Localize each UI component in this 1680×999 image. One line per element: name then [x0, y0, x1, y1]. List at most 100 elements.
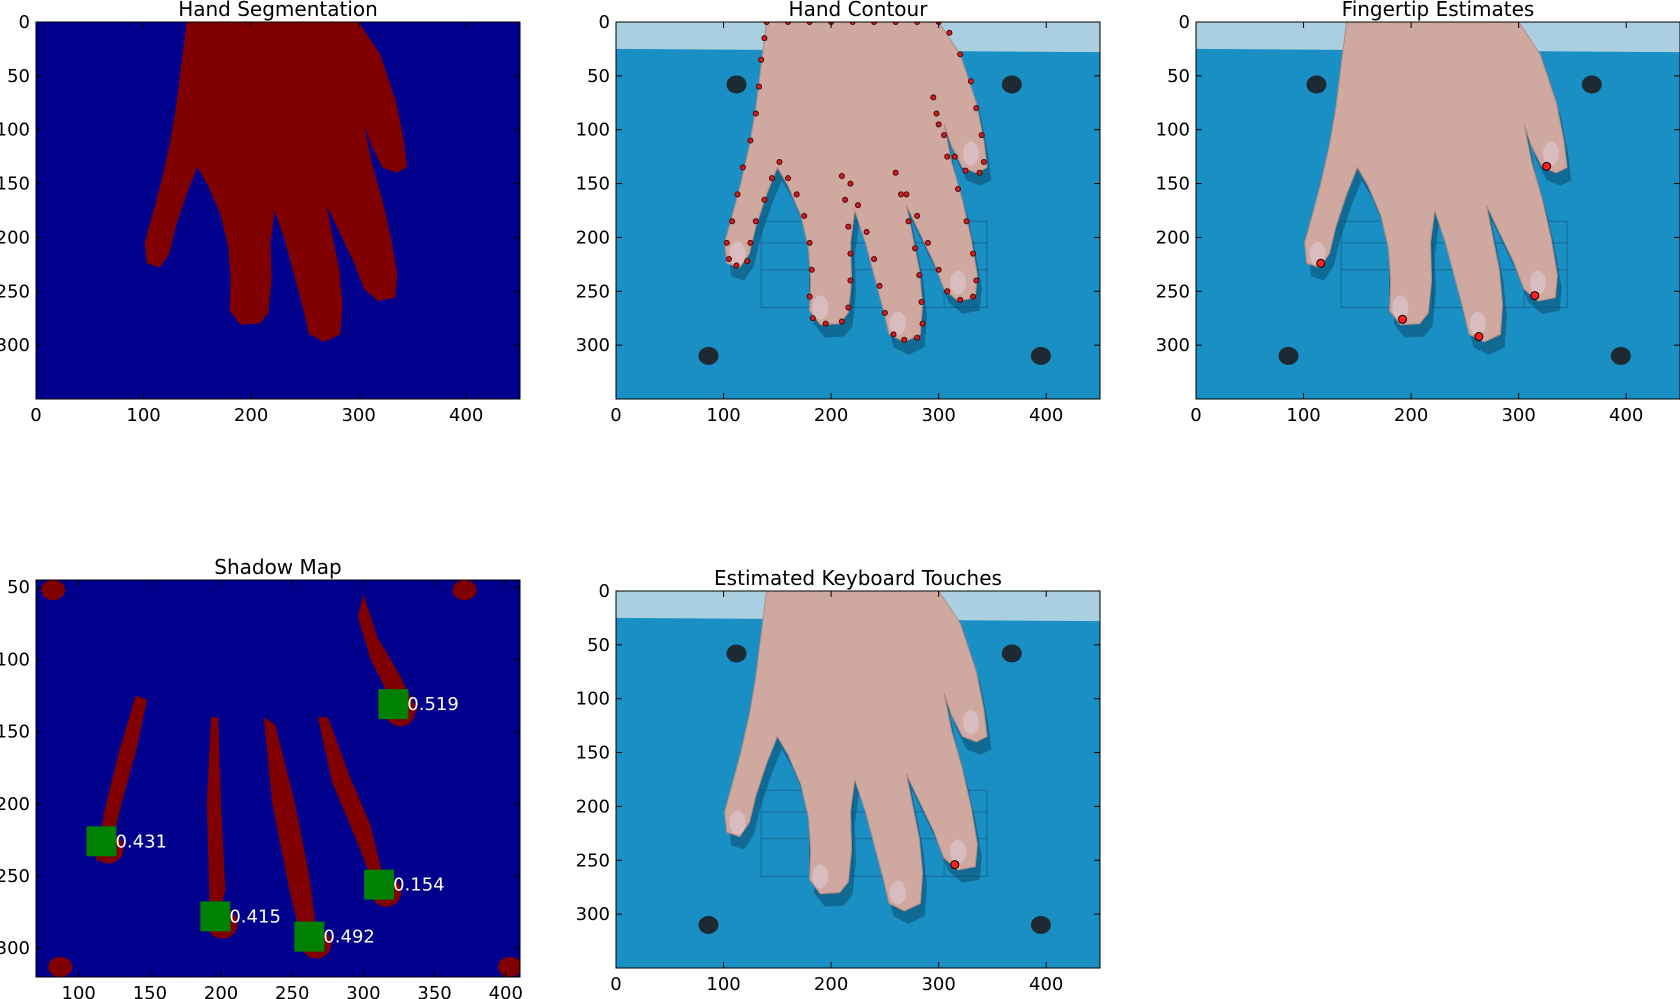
fingernail — [950, 270, 967, 295]
fingernail — [962, 141, 979, 166]
contour-point — [733, 262, 740, 269]
y-tick-label: 250 — [0, 281, 30, 302]
contour-point — [944, 153, 951, 160]
hand-segmentation-axes-frame — [35, 21, 521, 400]
registration-dot — [1030, 346, 1051, 365]
shadow-map-axes-frame — [35, 579, 521, 978]
fingertip-estimates-panel: Fingertip Estimates 0 100 200 300 400 0 50 100 15… — [1156, 0, 1680, 426]
contour-point — [785, 22, 792, 25]
hand — [724, 22, 988, 343]
contour-point — [838, 318, 845, 325]
y-tick-label: 200 — [1156, 227, 1190, 248]
touch-score-box — [200, 901, 231, 932]
hand — [1304, 22, 1568, 343]
contour-point — [892, 169, 899, 176]
contour-point — [876, 282, 883, 289]
contour-point — [930, 94, 937, 101]
x-tick-label: 200 — [234, 405, 268, 426]
contour-point — [725, 255, 732, 262]
contour-point — [806, 239, 813, 246]
contour-point — [912, 245, 919, 252]
contour-point — [744, 258, 751, 265]
contour-point — [919, 320, 926, 327]
x-tick-label: 400 — [489, 983, 523, 999]
shadow-region — [95, 695, 148, 862]
contour-point — [747, 239, 754, 246]
registration-dot — [698, 915, 719, 934]
touch-score-label: 0.431 — [115, 831, 167, 852]
contour-point — [903, 191, 910, 198]
touch-score-label: 0.519 — [407, 694, 459, 715]
x-tick-label: 0 — [30, 405, 41, 426]
touch-score-box — [378, 689, 409, 720]
contour-point — [763, 22, 770, 25]
hand — [724, 591, 988, 912]
contour-point — [793, 191, 800, 198]
touch-marker — [950, 860, 960, 870]
hand-segmentation-image — [36, 22, 520, 399]
contour-point — [980, 159, 987, 166]
fingernail — [889, 311, 906, 336]
contour-point — [729, 218, 736, 225]
contour-point — [914, 212, 921, 219]
shadow-map-panel: 0.519 0.431 0.154 0.415 0.492 Shadow Map 100 15… — [0, 555, 523, 999]
contour-point — [785, 175, 792, 182]
fingertip-marker — [1530, 291, 1540, 301]
y-tick-label: 250 — [0, 866, 30, 887]
estimated-keyboard-touches-panel: Estimated Keyboard Touches 0 100 200 300 400 0… — [576, 566, 1101, 995]
contour-point — [855, 202, 862, 209]
contour-point — [941, 132, 948, 139]
x-tick-label: 0 — [610, 405, 621, 426]
contour-point — [898, 191, 905, 198]
contour-point — [801, 212, 808, 219]
contour-point — [871, 255, 878, 262]
contour-point — [871, 22, 878, 25]
x-tick-label: 100 — [126, 405, 160, 426]
fingernail — [1530, 270, 1547, 295]
y-tick-label: 100 — [1156, 120, 1190, 141]
y-tick-label: 50 — [1167, 66, 1190, 87]
contour-point — [734, 191, 741, 198]
touch-score-box — [86, 826, 117, 857]
fingernail — [1392, 295, 1409, 320]
contour-point — [776, 159, 783, 166]
contour-point — [847, 250, 854, 257]
y-tick-label: 100 — [576, 689, 610, 710]
x-tick-label: 0 — [610, 974, 621, 995]
contour-point — [758, 56, 765, 63]
fingernail — [729, 241, 746, 266]
contour-point — [914, 22, 921, 25]
fingernail — [812, 864, 829, 889]
y-tick-label: 200 — [0, 794, 30, 815]
touch-score-label: 0.492 — [323, 927, 375, 948]
x-tick-label: 200 — [814, 405, 848, 426]
contour-point — [822, 320, 829, 327]
x-tick-label: 300 — [1501, 405, 1535, 426]
y-tick-label: 0 — [599, 12, 610, 33]
fingernail — [1469, 311, 1486, 336]
contour-point — [970, 250, 977, 257]
y-tick-label: 50 — [587, 66, 610, 87]
contour-point — [918, 299, 925, 306]
x-tick-label: 200 — [204, 983, 238, 999]
contour-point — [890, 331, 897, 338]
x-tick-label: 300 — [341, 405, 375, 426]
y-tick-label: 150 — [576, 743, 610, 764]
y-tick-label: 50 — [7, 577, 30, 598]
fingertip-estimates-axes-frame — [1195, 21, 1680, 400]
shadow-region — [317, 717, 385, 888]
contour-point — [946, 29, 953, 36]
y-tick-label: 50 — [587, 635, 610, 656]
contour-point — [806, 293, 813, 300]
y-tick-label: 200 — [0, 227, 30, 248]
registration-dot — [1610, 346, 1631, 365]
x-tick-label: 200 — [1394, 405, 1428, 426]
contour-point — [723, 239, 730, 246]
registration-dot — [698, 346, 719, 365]
fingernail — [962, 710, 979, 735]
contour-point — [845, 223, 852, 230]
contour-point — [944, 288, 951, 295]
shadow-dot — [498, 956, 520, 977]
contour-point — [957, 296, 964, 303]
registration-dot — [1306, 75, 1327, 94]
